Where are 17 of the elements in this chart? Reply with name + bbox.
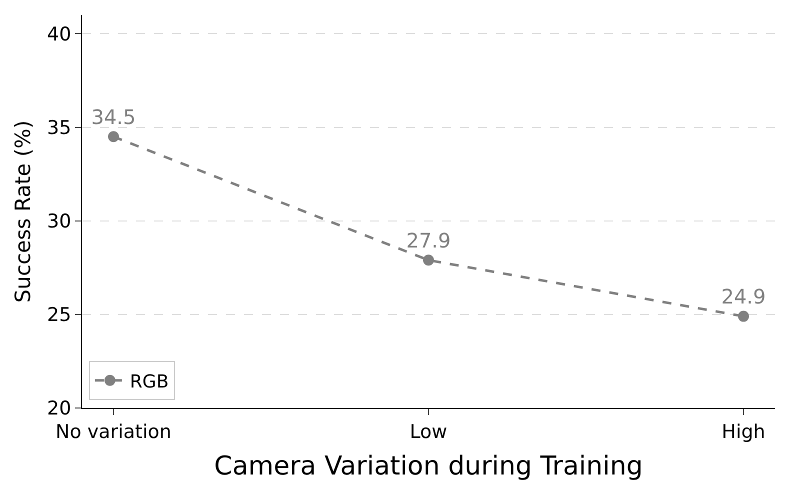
x-tick-label: High (722, 420, 766, 443)
y-tick-label: 20 (47, 398, 72, 420)
y-axis-title: Success Rate (%) (11, 120, 36, 303)
legend-label: RGB (130, 371, 169, 392)
point (423, 254, 434, 266)
x-axis-title: Camera Variation during Training (214, 452, 643, 482)
y-tick-label: 25 (47, 304, 72, 326)
point (108, 131, 119, 142)
x-tick-label: Low (410, 420, 448, 443)
data-label: 34.5 (91, 104, 136, 129)
y-tick-label: 30 (47, 210, 72, 233)
data-label: 24.9 (721, 284, 766, 308)
y-tick-label: 40 (47, 23, 72, 46)
data-label: 27.9 (406, 228, 451, 252)
y-tick-label: 35 (47, 116, 72, 139)
point (738, 310, 749, 322)
x-tick-label: No variation (56, 420, 172, 443)
